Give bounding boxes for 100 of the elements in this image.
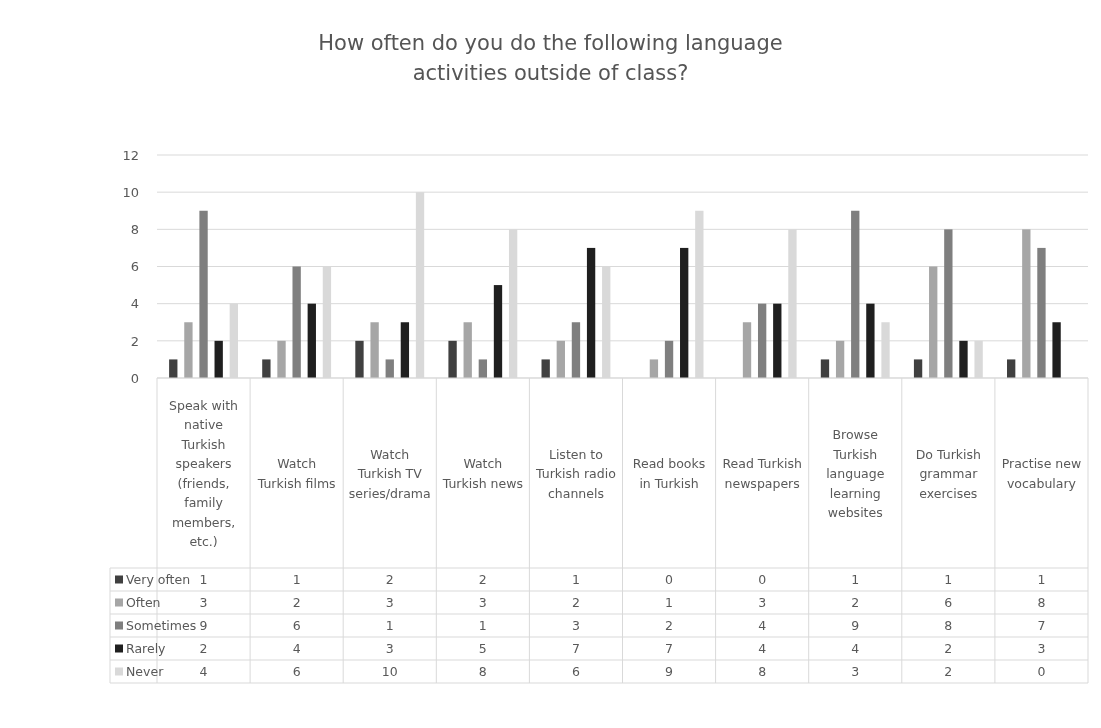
x-tick-label: Read Turkish newspapers	[722, 456, 802, 491]
data-label: 6	[292, 664, 301, 679]
bar	[944, 229, 953, 378]
data-label: 3	[851, 664, 860, 679]
data-label: 2	[199, 641, 208, 656]
data-label: 0	[1037, 664, 1046, 679]
bar	[199, 210, 208, 378]
y-tick-label: 10	[122, 184, 139, 200]
legend-label: Often	[126, 595, 161, 610]
data-label: 7	[665, 641, 674, 656]
data-label: 0	[758, 572, 767, 587]
x-tick-label: Read books in Turkish	[632, 456, 706, 491]
data-label: 2	[385, 572, 394, 587]
bar	[742, 322, 752, 378]
data-label: 5	[478, 641, 487, 656]
bar	[835, 340, 845, 378]
data-label: 2	[292, 595, 301, 610]
bar	[385, 359, 394, 378]
x-tick-label: Browse Turkish language learning websites	[826, 427, 885, 520]
data-label: 2	[944, 664, 953, 679]
data-label: 1	[478, 618, 487, 633]
data-label: 2	[944, 641, 953, 656]
data-label: 8	[1037, 595, 1046, 610]
data-label: 3	[571, 618, 580, 633]
x-tick-label: Watch Turkish TV series/drama	[348, 446, 431, 501]
data-label: 1	[944, 572, 953, 587]
bar	[1037, 247, 1046, 378]
data-label: 2	[478, 572, 487, 587]
y-tick-label: 12	[122, 147, 139, 163]
data-label: 2	[851, 595, 860, 610]
bar	[1052, 322, 1061, 378]
data-label: 3	[385, 595, 394, 610]
data-label: 4	[851, 641, 860, 656]
data-label: 4	[758, 618, 767, 633]
chart-title: How often do you do the following language activities outside of class?	[318, 31, 783, 85]
data-label: 1	[199, 572, 208, 587]
legend-label: Very often	[126, 572, 191, 587]
bar	[649, 359, 659, 378]
data-label: 2	[665, 618, 674, 633]
data-label: 1	[665, 595, 674, 610]
x-tick-label: Do Turkish grammar exercises	[915, 446, 981, 501]
data-label: 1	[851, 572, 860, 587]
bar	[355, 340, 364, 378]
y-tick-label: 0	[130, 370, 139, 386]
data-label: 0	[665, 572, 674, 587]
legend-label: Sometimes	[126, 618, 197, 633]
bar	[493, 285, 503, 378]
y-tick-label: 4	[130, 296, 139, 312]
data-label: 8	[758, 664, 767, 679]
y-tick-label: 2	[130, 333, 139, 349]
data-label: 3	[199, 595, 208, 610]
data-label: 3	[758, 595, 767, 610]
bar	[1007, 359, 1016, 378]
data-label: 10	[381, 664, 398, 679]
bar	[757, 303, 767, 378]
bar	[448, 340, 457, 378]
data-label: 6	[571, 664, 580, 679]
data-label: 4	[199, 664, 208, 679]
x-tick-label: Speak with native Turkish speakers (friends, family members, etc.)	[169, 397, 239, 550]
bar	[307, 303, 316, 378]
bar	[277, 340, 286, 378]
data-label: 4	[758, 641, 767, 656]
x-tick-label: Watch Turkish films	[256, 456, 336, 491]
data-label: 9	[851, 618, 860, 633]
bar	[478, 359, 488, 378]
bar	[913, 359, 923, 378]
y-tick-label: 8	[130, 221, 139, 237]
data-label: 8	[478, 664, 487, 679]
data-label: 2	[571, 595, 580, 610]
bar	[169, 359, 178, 378]
bar	[664, 340, 674, 378]
data-label: 9	[199, 618, 208, 633]
bar	[866, 303, 875, 378]
data-label: 6	[944, 595, 953, 610]
bar	[214, 340, 223, 378]
data-label: 7	[571, 641, 580, 656]
data-label: 1	[292, 572, 301, 587]
data-label: 9	[665, 664, 674, 679]
bar	[370, 322, 379, 378]
bar	[959, 340, 968, 378]
data-label: 8	[944, 618, 953, 633]
bar	[851, 210, 860, 378]
data-label: 3	[1037, 641, 1046, 656]
data-label: 1	[571, 572, 580, 587]
data-label: 4	[292, 641, 301, 656]
legend-label: Rarely	[126, 641, 167, 656]
bar	[400, 322, 410, 378]
y-tick-label: 6	[130, 259, 139, 275]
bar	[184, 322, 193, 378]
data-label: 1	[1037, 572, 1046, 587]
bar	[541, 359, 550, 378]
bar	[820, 359, 830, 378]
bar	[292, 266, 301, 378]
data-label: 7	[1037, 618, 1046, 633]
bar	[773, 303, 782, 378]
x-tick-label: Watch Turkish news	[441, 456, 523, 491]
data-label: 6	[292, 618, 301, 633]
data-label: 1	[385, 618, 394, 633]
bar	[680, 247, 689, 378]
data-label: 3	[385, 641, 394, 656]
